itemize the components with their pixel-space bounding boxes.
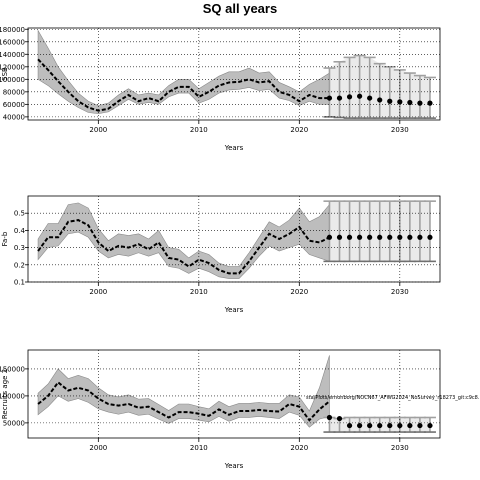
- y-tick-label: 0.4: [14, 227, 26, 235]
- figure-title: SQ all years: [203, 1, 277, 16]
- confidence-band: [37, 29, 330, 115]
- projection-point: [387, 234, 393, 240]
- projection-point: [326, 95, 333, 101]
- projection-point: [387, 422, 393, 429]
- projection-point: [367, 95, 373, 101]
- projection-point: [377, 234, 383, 240]
- series-line: [37, 58, 330, 112]
- x-axis-label: Years: [224, 144, 244, 152]
- projection-point: [427, 100, 433, 106]
- x-tick-label: 2010: [190, 126, 208, 134]
- x-tick-label: 2030: [391, 126, 409, 134]
- projection-point: [417, 422, 423, 429]
- plot-frame: [27, 349, 441, 439]
- x-tick-label: 2010: [190, 288, 208, 296]
- y-tick-label: 50000: [3, 419, 25, 427]
- confidence-band: [37, 355, 330, 428]
- y-tick-label: 100000: [0, 76, 25, 84]
- projection-point: [367, 234, 373, 240]
- projection-point: [326, 414, 333, 421]
- projection-point: [377, 422, 383, 429]
- y-tick-label: 0.5: [14, 210, 25, 218]
- projection-point: [397, 422, 403, 429]
- projection-point: [417, 100, 423, 106]
- x-tick-label: 2030: [391, 288, 409, 296]
- y-tick-label: 150000: [0, 365, 25, 373]
- x-tick-label: 2020: [290, 126, 308, 134]
- y-tick-label: 160000: [0, 38, 25, 46]
- plot-annotation: sta/Plots/ernonborg/NOCN67_AFWG2024_NoSu…: [306, 395, 480, 401]
- projection-point: [407, 99, 413, 106]
- projection-point: [357, 422, 363, 429]
- projection-point: [387, 98, 393, 104]
- x-tick-label: 2000: [89, 444, 107, 452]
- projection-point: [357, 234, 363, 240]
- projection-point: [346, 94, 353, 100]
- x-axis-label: Years: [224, 462, 244, 470]
- projection-point: [367, 422, 373, 429]
- panel-1: 2000 2010 2020 2030 40000 60000 80000 100000 120…: [0, 26, 441, 152]
- plot-frame: [27, 195, 441, 283]
- projection-point: [407, 234, 413, 240]
- plot-frame: [27, 27, 441, 121]
- projection-point: [427, 234, 433, 240]
- projection-point: [417, 234, 423, 240]
- series-line: [37, 219, 330, 275]
- y-tick-label: 40000: [3, 113, 25, 121]
- y-tick-label: 180000: [0, 26, 25, 34]
- projection-point: [427, 422, 433, 429]
- x-tick-label: 2020: [290, 288, 308, 296]
- y-tick-label: 80000: [3, 88, 25, 96]
- projection-point: [407, 422, 413, 429]
- projection-point: [346, 234, 353, 240]
- y-tick-label: 0.1: [14, 279, 25, 287]
- y-tick-label: 60000: [3, 101, 25, 109]
- y-axis-label: Fa-b: [1, 231, 9, 246]
- y-tick-label: 0.3: [14, 244, 25, 252]
- projection-point: [377, 97, 383, 103]
- confidence-band: [37, 202, 330, 279]
- x-axis-label: Years: [224, 306, 244, 314]
- projection-point: [336, 415, 343, 422]
- projection-point: [336, 234, 343, 240]
- y-tick-label: 0.2: [14, 261, 25, 269]
- y-axis-label: SSB: [1, 67, 9, 81]
- projection-point: [357, 93, 363, 99]
- panel-3: 2000 2010 2020 2030 50000 100000 150000 Years Re…: [0, 349, 480, 470]
- x-tick-label: 2000: [89, 288, 107, 296]
- y-tick-label: 120000: [0, 63, 25, 71]
- y-tick-label: 140000: [0, 51, 25, 59]
- panel-2: 2000 2010 2020 2030 0.1 0.2 0.3 0.4 0.5 Years Fa-b: [1, 195, 441, 314]
- projection-point: [397, 234, 403, 240]
- x-tick-label: 2020: [290, 444, 308, 452]
- projection-point: [336, 95, 343, 101]
- x-tick-label: 2000: [89, 126, 107, 134]
- projection-point: [326, 234, 333, 240]
- projection-point: [397, 99, 403, 105]
- x-tick-label: 2010: [190, 444, 208, 452]
- y-tick-label: 100000: [0, 392, 25, 400]
- x-tick-label: 2030: [391, 444, 409, 452]
- series-line: [37, 380, 331, 422]
- y-axis-label: Recruits age 2: [1, 369, 9, 419]
- projection-point: [346, 422, 353, 429]
